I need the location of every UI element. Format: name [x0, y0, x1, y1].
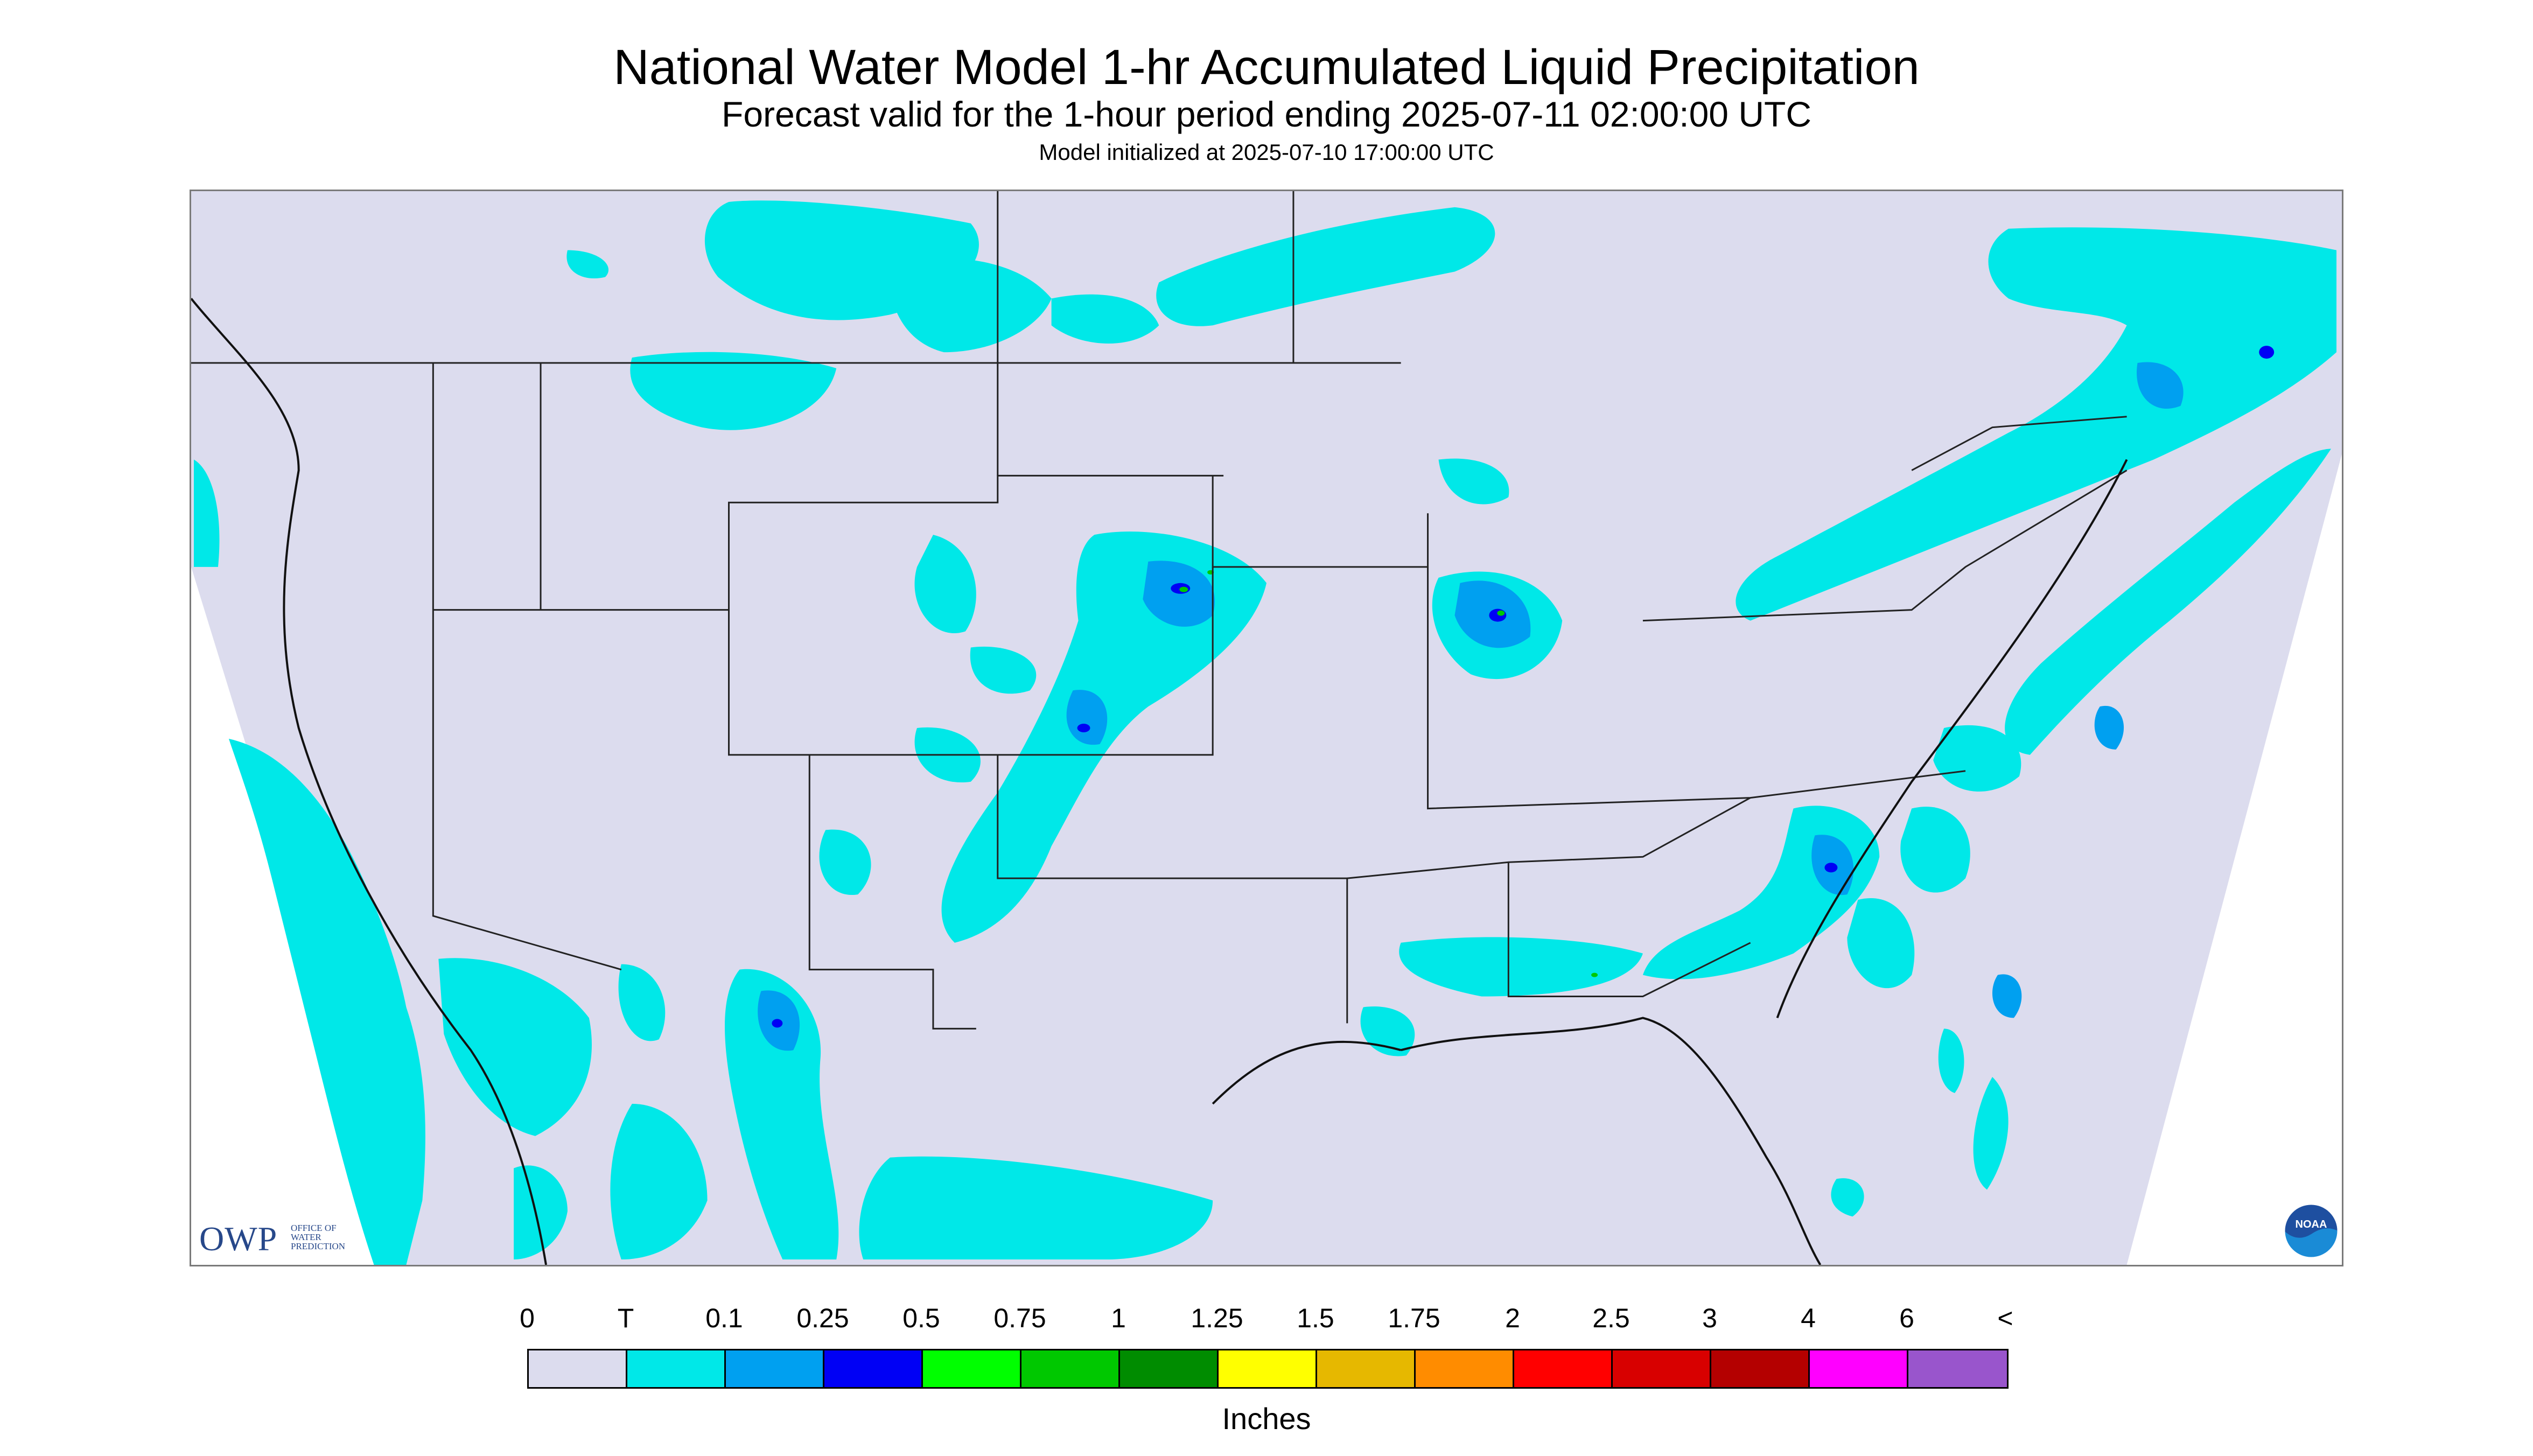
legend-swatch: [726, 1350, 824, 1387]
model-init-time: Model initialized at 2025-07-10 17:00:00…: [1039, 139, 1494, 165]
map-canvas: [191, 191, 2342, 1265]
legend-label: 1.25: [1191, 1303, 1243, 1333]
legend-swatch: [923, 1350, 1021, 1387]
legend-swatch: [1514, 1350, 1613, 1387]
forecast-valid-subtitle: Forecast valid for the 1-hour period end…: [722, 94, 1811, 134]
legend-swatch: [1317, 1350, 1416, 1387]
legend-label: <: [1997, 1303, 2013, 1333]
legend-swatch: [1711, 1350, 1810, 1387]
legend-swatch: [529, 1350, 627, 1387]
precip-offshore-areas: [228, 738, 708, 1265]
coastlines: [191, 298, 2128, 1265]
legend-swatch: [627, 1350, 726, 1387]
owp-logo: OWP OFFICE OF WATER PREDICTION: [199, 1216, 372, 1262]
legend-swatch: [1021, 1350, 1120, 1387]
legend-label: 3: [1702, 1303, 1717, 1333]
legend-label: 0.5: [902, 1303, 940, 1333]
legend-label: 0.75: [993, 1303, 1046, 1333]
legend-swatch: [1613, 1350, 1711, 1387]
owp-sub-line-2: WATER: [291, 1232, 321, 1242]
legend-label: 0: [520, 1303, 535, 1333]
boundaries: [191, 191, 2128, 1030]
map-title: National Water Model 1-hr Accumulated Li…: [613, 40, 1920, 95]
legend-swatch: [1416, 1350, 1514, 1387]
legend-label: 1.5: [1297, 1303, 1334, 1333]
legend-label: 0.1: [705, 1303, 743, 1333]
legend-colorbar: [527, 1349, 2009, 1389]
owp-sub-line-1: OFFICE OF: [291, 1223, 337, 1233]
legend-label: T: [617, 1303, 634, 1333]
legend-swatch: [1219, 1350, 1317, 1387]
legend-swatch: [1120, 1350, 1219, 1387]
owp-logo-subtext: OFFICE OF WATER PREDICTION: [291, 1223, 345, 1251]
legend-units: Inches: [1222, 1402, 1311, 1436]
legend-label: 1: [1111, 1303, 1126, 1333]
legend-label: 4: [1801, 1303, 1816, 1333]
owp-logo-text: OWP: [199, 1220, 278, 1258]
legend-swatch: [1908, 1350, 2007, 1387]
legend-label: 2.5: [1592, 1303, 1630, 1333]
legend-label: 2: [1505, 1303, 1520, 1333]
precip-moderate-areas: [772, 346, 2275, 1028]
legend-swatch: [824, 1350, 923, 1387]
legend-label: 1.75: [1388, 1303, 1440, 1333]
legend-labels: 0 T 0.1 0.25 0.5 0.75 1 1.25 1.5 1.75 2 2.5 3 4 6 <: [0, 1302, 2533, 1340]
owp-sub-line-3: PREDICTION: [291, 1241, 346, 1251]
noaa-logo-icon: NOAA: [2283, 1203, 2339, 1259]
precipitation-map: [190, 190, 2343, 1266]
legend-label: 0.25: [796, 1303, 849, 1333]
noaa-logo-text: NOAA: [2296, 1219, 2327, 1230]
legend-label: 6: [1899, 1303, 1914, 1333]
legend-swatch: [1810, 1350, 1908, 1387]
precip-trace-areas: [193, 200, 2337, 1260]
precip-light-areas: [758, 362, 2184, 1051]
